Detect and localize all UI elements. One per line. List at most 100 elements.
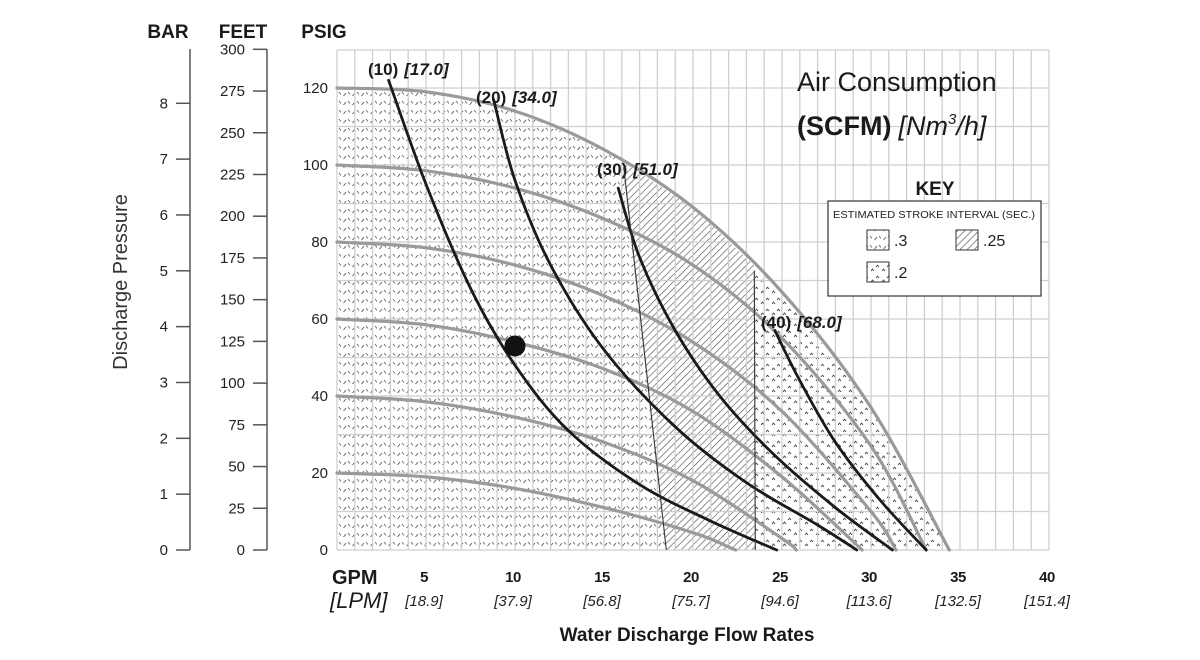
y-tick-label: 20 <box>311 465 328 482</box>
x-tick-gpm: 30 <box>861 569 877 586</box>
x-tick-gpm: 15 <box>594 569 610 586</box>
y-tick-label: 60 <box>311 311 328 328</box>
air-curve-label-metric: [34.0] <box>511 88 558 107</box>
y-tick-label: 275 <box>220 83 245 100</box>
air-curve-label-metric: [68.0] <box>796 313 843 332</box>
x-tick-lpm: [18.9] <box>404 593 443 610</box>
x-axis-title: Water Discharge Flow Rates <box>560 625 815 646</box>
y-tick-label: 250 <box>220 125 245 142</box>
air-curve-label-metric: [51.0] <box>632 160 679 179</box>
title-text: Air Consumption <box>797 67 997 97</box>
key-box <box>827 200 1042 297</box>
x-tick-lpm: [94.6] <box>760 593 799 610</box>
y-tick-label: 25 <box>228 500 245 517</box>
y-tick-label: 5 <box>160 263 168 280</box>
air-curve-label-3: (40) [68.0] <box>761 313 843 332</box>
title-units-scfm: (SCFM) <box>797 111 891 141</box>
y-tick-label: 0 <box>320 542 328 559</box>
y-axis-header-bar: BAR <box>147 22 188 43</box>
y-tick-label: 50 <box>228 459 245 476</box>
y-tick-label: 125 <box>220 333 245 350</box>
x-tick-lpm: [56.8] <box>582 593 621 610</box>
x-tick-gpm: 25 <box>772 569 788 586</box>
region-stroke-0-2 <box>755 266 950 550</box>
y-tick-label: 0 <box>237 542 245 559</box>
x-unit-lpm: [LPM] <box>329 588 388 613</box>
air-curve-2 <box>616 186 894 552</box>
x-unit-gpm: GPM <box>332 567 378 589</box>
title-units-metric: [Nm <box>897 111 948 141</box>
boundary-line-right <box>753 270 756 551</box>
x-tick-lpm: [75.7] <box>671 593 710 610</box>
air-curve-label-scfm: (30) <box>597 160 627 179</box>
title-units: (SCFM) [Nm3/h] <box>797 111 988 141</box>
boundary-line-left <box>623 167 667 551</box>
y-tick-label: 0 <box>160 542 168 559</box>
y-tick-label: 6 <box>160 207 168 224</box>
air-curve-label-scfm: (20) <box>476 88 506 107</box>
x-tick-gpm: 40 <box>1039 569 1055 586</box>
y-tick-label: 200 <box>220 208 245 225</box>
key-swatch-hatch <box>955 229 979 251</box>
y-tick-label: 40 <box>311 388 328 405</box>
key-label-2: .2 <box>894 265 907 282</box>
air-curve-label-scfm: (40) <box>761 313 791 332</box>
pressure-curve-40 <box>335 394 798 552</box>
pressure-curve-80 <box>335 240 898 552</box>
y-tick-label: 7 <box>160 151 168 168</box>
y-tick-label: 150 <box>220 292 245 309</box>
pressure-curve-20 <box>335 471 738 552</box>
x-tick-gpm: 35 <box>950 569 966 586</box>
x-tick-gpm: 5 <box>420 569 428 586</box>
air-consumption-curves <box>387 78 928 552</box>
key-swatch-dash <box>866 229 890 251</box>
air-curve-label-0: (10) [17.0] <box>368 60 450 79</box>
title-units-tail: /h] <box>954 111 988 141</box>
y-tick-label: 1 <box>160 486 168 503</box>
y-tick-label: 100 <box>220 375 245 392</box>
air-curve-labels: (10) [17.0] (20) [34.0] (30) [51.0] (40) [68.0] <box>368 60 843 332</box>
y-tick-label: 120 <box>303 80 328 97</box>
key-label-0: .3 <box>894 233 907 250</box>
chart-title: Air Consumption (SCFM) [Nm3/h] <box>797 67 997 141</box>
y-axes: BAR012345678FEET025507510012515017520022… <box>147 22 346 559</box>
air-curve-0 <box>387 78 779 552</box>
y-tick-label: 4 <box>160 319 168 336</box>
pressure-curve-120 <box>335 86 951 552</box>
key-swatch-dots <box>866 261 890 283</box>
pressure-curves <box>335 86 951 552</box>
y-axis-title: Discharge Pressure <box>110 194 132 370</box>
x-tick-gpm: 20 <box>683 569 699 586</box>
y-tick-label: 75 <box>228 417 245 434</box>
key-title: KEY <box>915 179 954 200</box>
air-curve-label-2: (30) [51.0] <box>597 160 679 179</box>
pressure-curve-60 <box>335 317 864 552</box>
x-tick-lpm: [113.6] <box>846 593 893 610</box>
x-tick-gpm: 10 <box>505 569 521 586</box>
title-units-sup: 3 <box>948 111 957 128</box>
x-tick-lpm: [132.5] <box>934 593 982 610</box>
key-label-1: .25 <box>983 233 1005 250</box>
air-curve-3 <box>773 329 928 552</box>
air-curve-1 <box>492 98 859 552</box>
legend-key: KEY ESTIMATED STROKE INTERVAL (SEC.) .3 … <box>827 179 1042 297</box>
y-tick-label: 175 <box>220 250 245 267</box>
y-tick-label: 2 <box>160 430 168 447</box>
y-tick-label: 300 <box>220 41 245 58</box>
y-tick-label: 80 <box>311 234 328 251</box>
x-tick-lpm: [37.9] <box>493 593 532 610</box>
y-axis-header-psig: PSIG <box>301 22 346 43</box>
grid <box>336 49 1050 551</box>
pressure-curve-100 <box>335 163 928 552</box>
air-curve-label-metric: [17.0] <box>403 60 450 79</box>
x-tick-lpm: [151.4] <box>1023 593 1071 610</box>
y-tick-label: 100 <box>303 157 328 174</box>
y-tick-label: 8 <box>160 95 168 112</box>
air-curve-label-1: (20) [34.0] <box>476 88 558 107</box>
y-axis-header-feet: FEET <box>219 22 268 43</box>
operating-point-marker <box>504 335 526 357</box>
operating-point <box>504 335 526 357</box>
y-tick-label: 225 <box>220 166 245 183</box>
x-axis: 5 [18.9] 10 [37.9] 15 [56.8] 20 [75.7] 25 [94.6] 3… <box>404 569 1071 610</box>
